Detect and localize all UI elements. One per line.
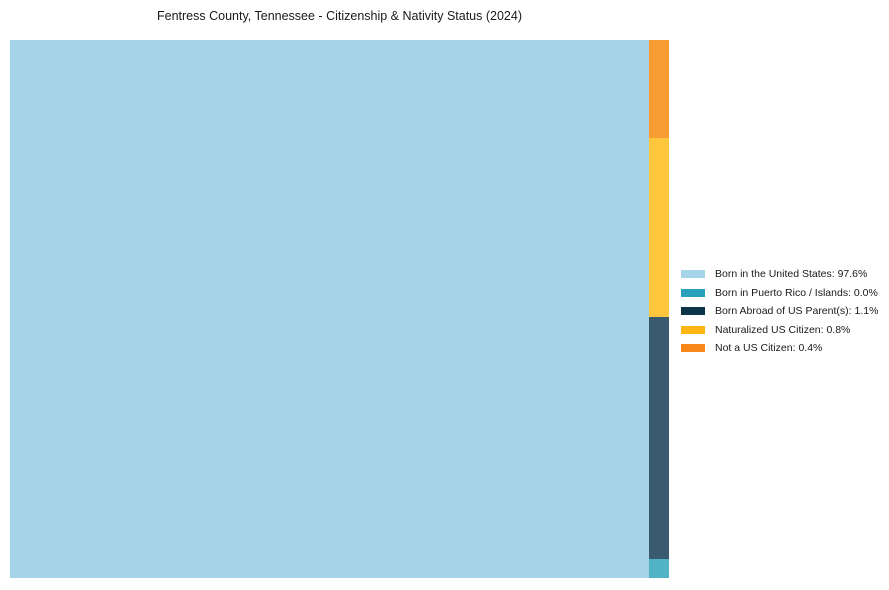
legend-label-not-a-us-citizen: Not a US Citizen: 0.4%: [715, 342, 823, 355]
chart-legend: Born in the United States: 97.6% Born in…: [681, 265, 878, 358]
legend-label-born-in-us: Born in the United States: 97.6%: [715, 268, 868, 281]
chart-title: Fentress County, Tennessee - Citizenship…: [157, 9, 522, 23]
treemap-segment-born-in-puerto-rico-islands: [649, 559, 669, 578]
legend-item-born-in-puerto-rico: Born in Puerto Rico / Islands: 0.0%: [681, 284, 878, 303]
citizenship-treemap-chart: [10, 40, 669, 578]
legend-label-born-abroad: Born Abroad of US Parent(s): 1.1%: [715, 305, 879, 318]
legend-swatch-not-a-us-citizen: [681, 344, 705, 353]
legend-label-born-in-puerto-rico: Born in Puerto Rico / Islands: 0.0%: [715, 286, 878, 299]
treemap-segment-born-abroad-of-us-parents: [649, 317, 669, 559]
legend-item-born-in-us: Born in the United States: 97.6%: [681, 265, 878, 284]
treemap-segment-born-in-us: [10, 40, 649, 578]
legend-swatch-born-abroad: [681, 307, 705, 316]
legend-swatch-naturalized: [681, 325, 705, 334]
legend-item-not-a-us-citizen: Not a US Citizen: 0.4%: [681, 339, 878, 358]
legend-item-naturalized: Naturalized US Citizen: 0.8%: [681, 321, 878, 340]
legend-label-naturalized: Naturalized US Citizen: 0.8%: [715, 323, 851, 336]
legend-swatch-born-in-us: [681, 270, 705, 279]
treemap-segment-naturalized-us-citizen: [649, 138, 669, 317]
legend-item-born-abroad: Born Abroad of US Parent(s): 1.1%: [681, 302, 878, 321]
legend-swatch-born-in-puerto-rico: [681, 288, 705, 297]
treemap-segment-not-a-us-citizen: [649, 40, 669, 138]
